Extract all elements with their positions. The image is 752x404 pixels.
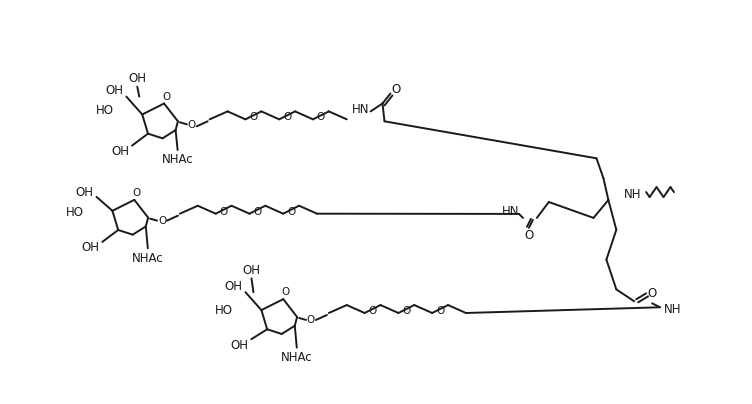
Text: OH: OH — [242, 264, 260, 277]
Text: O: O — [249, 112, 257, 122]
Text: NH: NH — [664, 303, 681, 316]
Text: OH: OH — [111, 145, 129, 158]
Text: NH: NH — [624, 187, 641, 200]
Text: HN: HN — [352, 103, 369, 116]
Text: OH: OH — [225, 280, 243, 293]
Text: O: O — [287, 207, 296, 217]
Text: HO: HO — [65, 206, 83, 219]
Text: HO: HO — [96, 104, 114, 117]
Text: OH: OH — [105, 84, 123, 97]
Text: O: O — [402, 306, 411, 316]
Text: HO: HO — [214, 304, 232, 317]
Text: O: O — [317, 112, 325, 122]
Text: O: O — [220, 207, 228, 217]
Text: O: O — [253, 207, 262, 217]
Text: NHAc: NHAc — [132, 252, 164, 265]
Text: O: O — [392, 83, 401, 96]
Text: O: O — [647, 287, 656, 300]
Text: HN: HN — [502, 205, 520, 219]
Text: O: O — [283, 112, 291, 122]
Text: O: O — [188, 120, 196, 130]
Text: O: O — [436, 306, 444, 316]
Text: O: O — [368, 306, 377, 316]
Text: O: O — [162, 92, 170, 101]
Text: O: O — [158, 216, 166, 225]
Text: O: O — [132, 188, 141, 198]
Text: O: O — [524, 229, 534, 242]
Text: NHAc: NHAc — [162, 154, 193, 166]
Text: NHAc: NHAc — [281, 351, 313, 364]
Text: OH: OH — [129, 72, 147, 85]
Text: O: O — [281, 287, 290, 297]
Text: OH: OH — [76, 186, 94, 200]
Text: O: O — [307, 315, 315, 325]
Text: OH: OH — [230, 339, 248, 352]
Text: OH: OH — [81, 241, 99, 255]
